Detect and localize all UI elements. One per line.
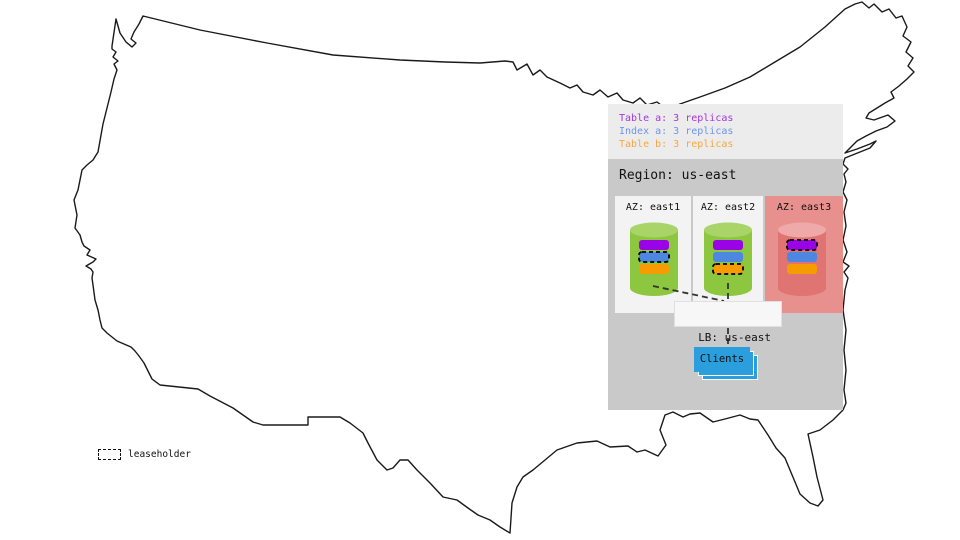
clients-label: Clients bbox=[694, 347, 750, 372]
database-cylinder-east3-icon bbox=[778, 222, 826, 296]
load-balancer-box: LB: us-east bbox=[674, 301, 782, 344]
legend-table-a: Table a: 3 replicas bbox=[619, 113, 734, 124]
clients-box: Clients bbox=[694, 347, 760, 381]
az-east3-box: AZ: east3 bbox=[765, 196, 843, 313]
legend-index-a: Index a: 3 replicas bbox=[619, 126, 734, 137]
load-balancer-label: LB: us-east bbox=[698, 331, 772, 344]
az-east1-box: AZ: east1 bbox=[615, 196, 691, 313]
leaseholder-swatch-icon bbox=[98, 449, 121, 460]
replica-legend-panel: Table a: 3 replicas Index a: 3 replicas … bbox=[608, 104, 843, 159]
legend-table-b: Table b: 3 replicas bbox=[619, 139, 734, 150]
az-east2-label: AZ: east2 bbox=[700, 202, 756, 213]
region-title: Region: us-east bbox=[619, 168, 737, 183]
database-cylinder-east1-icon bbox=[630, 222, 678, 296]
az-east3-label: AZ: east3 bbox=[776, 202, 832, 213]
az-east1-label: AZ: east1 bbox=[625, 202, 681, 213]
database-cylinder-east2-icon bbox=[704, 222, 752, 296]
leaseholder-legend: leaseholder bbox=[98, 449, 191, 460]
leaseholder-legend-label: leaseholder bbox=[128, 449, 191, 460]
az-east2-box: AZ: east2 bbox=[693, 196, 763, 313]
